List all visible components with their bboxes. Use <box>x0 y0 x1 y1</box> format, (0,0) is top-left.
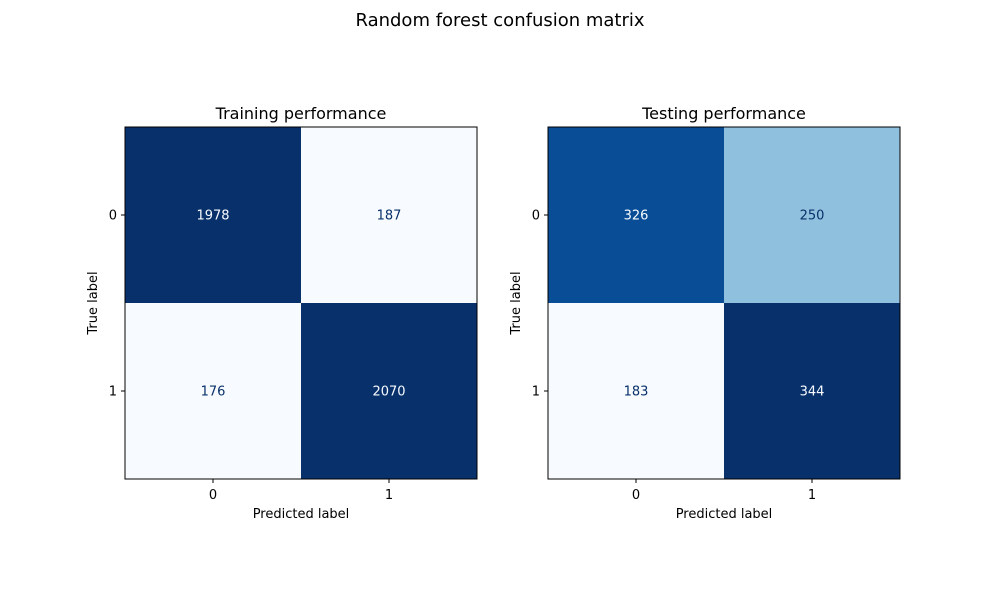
cell-value-label: 183 <box>624 385 649 400</box>
axes-frame <box>547 126 901 480</box>
cell-value-label: 176 <box>201 385 226 400</box>
figure-title: Random forest confusion matrix <box>355 10 644 31</box>
cell-value-label: 2070 <box>372 385 405 400</box>
cell-value-label: 326 <box>624 209 649 224</box>
heatmap-cell <box>724 127 900 303</box>
x-tick-label: 1 <box>385 488 393 503</box>
subplots: Training performance 1978 187 176 2070 0 1 0 1 Pr… <box>86 104 901 522</box>
x-axis-label: Predicted label <box>676 507 773 522</box>
heatmap-cell <box>125 127 301 303</box>
y-tick-label: 1 <box>532 385 540 400</box>
panel-title: Testing performance <box>641 104 806 123</box>
x-axis-label: Predicted label <box>253 507 350 522</box>
cell-value-label: 187 <box>377 209 402 224</box>
x-tick-label: 0 <box>632 488 640 503</box>
heatmap-cell <box>548 303 724 479</box>
heatmap-cell <box>301 303 477 479</box>
panel-title: Training performance <box>215 104 387 123</box>
heatmap-panel-1: Testing performance 326 250 183 344 0 1 0 1 Predi… <box>509 104 901 522</box>
y-tick-label: 0 <box>109 209 117 224</box>
heatmap-cell <box>125 303 301 479</box>
heatmap-panel-0: Training performance 1978 187 176 2070 0 1 0 1 Pr… <box>86 104 478 522</box>
heatmap-cell <box>724 303 900 479</box>
cell-value-label: 344 <box>800 385 825 400</box>
axes-frame <box>124 126 478 480</box>
y-axis-label: True label <box>86 271 101 335</box>
cell-value-label: 250 <box>800 209 825 224</box>
y-tick-label: 1 <box>109 385 117 400</box>
y-tick-label: 0 <box>532 209 540 224</box>
x-tick-label: 1 <box>808 488 816 503</box>
heatmap-cell <box>548 127 724 303</box>
y-axis-label: True label <box>509 271 524 335</box>
heatmap-cell <box>301 127 477 303</box>
x-tick-label: 0 <box>209 488 217 503</box>
cell-value-label: 1978 <box>196 209 229 224</box>
